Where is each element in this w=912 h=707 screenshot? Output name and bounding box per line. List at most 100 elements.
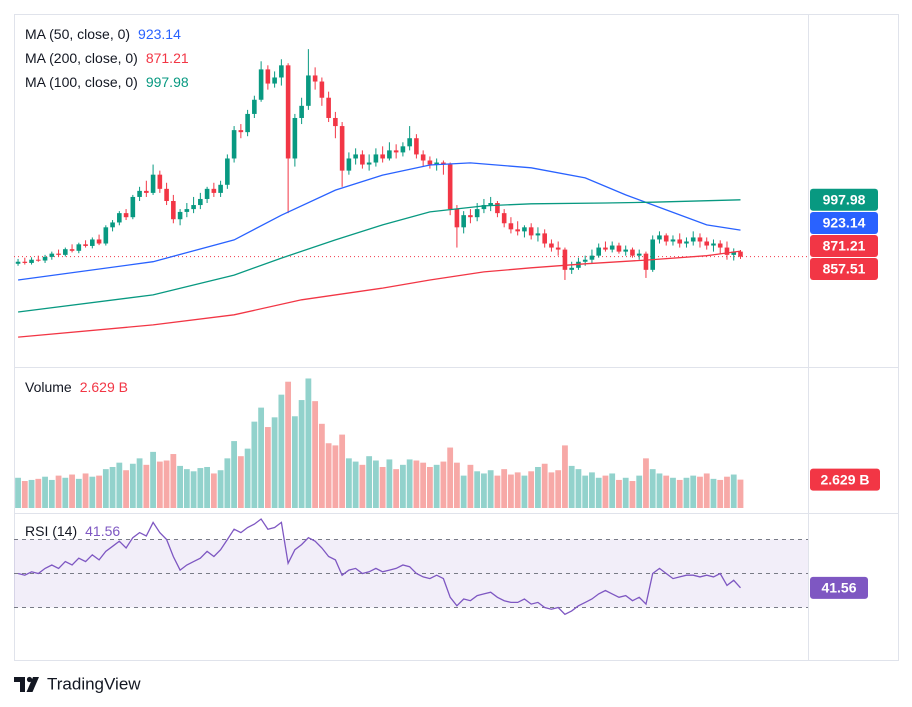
price-box-label: 857.51 [823, 261, 866, 277]
brand-logo [14, 676, 39, 692]
candle-body [90, 239, 95, 246]
volume-bar [237, 456, 244, 508]
volume-bar [48, 479, 55, 508]
volume-bar [379, 466, 386, 508]
candle-body [15, 261, 21, 264]
volume-bar [555, 470, 562, 508]
logo-shape [26, 677, 39, 692]
candle-body [42, 256, 48, 261]
volume-bar [406, 459, 413, 508]
volume-bar [42, 476, 48, 508]
legend-entry: MA (50, close, 0) 923.14 [25, 26, 181, 42]
candle-body [657, 235, 662, 240]
candle-body [650, 239, 656, 270]
volume-bar [156, 461, 163, 508]
volume-bar [629, 481, 636, 508]
volume-bar [251, 421, 258, 508]
volume-bar [15, 477, 21, 508]
volume-bar [278, 394, 285, 508]
volume-bar [568, 465, 575, 508]
candle-body [393, 150, 399, 153]
candle-body [414, 138, 419, 155]
legend-entry: MA (200, close, 0) 871.21 [25, 50, 189, 66]
volume-bar [697, 476, 703, 508]
ma-line [18, 199, 741, 313]
volume-bar [285, 381, 292, 508]
candle-body [238, 130, 244, 133]
candle-body [407, 138, 412, 147]
ma-line [18, 162, 741, 281]
volume-bar [717, 479, 724, 508]
volume-bar [197, 468, 204, 508]
candle-body [380, 154, 385, 159]
volume-bar [582, 475, 589, 508]
candle-body [218, 184, 223, 193]
volume-bar [487, 470, 494, 508]
candle-body [684, 241, 689, 244]
candle-body [522, 227, 527, 232]
candle-body [542, 233, 547, 244]
price-box [810, 188, 878, 211]
candle-body [353, 154, 358, 159]
candle-body [117, 213, 122, 223]
candle-body [63, 249, 68, 255]
candle-body [670, 239, 676, 242]
volume-bar [616, 479, 622, 508]
candle-body [252, 99, 257, 114]
price-box-label: 923.14 [823, 215, 866, 231]
candle-body [643, 253, 649, 270]
candle-body [420, 154, 426, 161]
candle-body [123, 213, 129, 218]
candle-body [225, 158, 230, 185]
volume-bar [305, 378, 312, 508]
candle-body [130, 196, 136, 218]
volume-bar [730, 474, 737, 508]
volume-bar [663, 475, 670, 508]
candle-body [272, 77, 277, 84]
candle-body [508, 223, 514, 230]
volume-bar [548, 472, 555, 508]
volume-bar [258, 407, 265, 508]
volume-bar [123, 470, 129, 508]
candle-body [103, 227, 109, 244]
legend-value: 2.629 B [80, 379, 128, 395]
candle-body [441, 162, 446, 165]
candle-body [387, 150, 392, 159]
volume-bar [312, 401, 319, 508]
candle-body [690, 237, 696, 242]
volume-bar [710, 478, 717, 508]
candle-body [339, 126, 345, 171]
candle-body [137, 190, 142, 197]
legend-value: 871.21 [146, 50, 189, 66]
volume-bar [683, 477, 690, 508]
candle-body [144, 190, 149, 193]
ma-line [18, 250, 741, 338]
candle-body [83, 244, 88, 246]
rsi-line [17, 518, 741, 616]
candle-body [535, 233, 541, 236]
legend-name: MA (200, close, 0) [25, 50, 138, 66]
volume-bar [143, 464, 150, 508]
volume-bar [420, 462, 427, 508]
candle-body [198, 198, 203, 206]
volume-bar [102, 469, 109, 508]
candle-body [306, 75, 311, 106]
price-box [810, 211, 878, 234]
volume-bar [69, 474, 75, 508]
candle-body [677, 239, 683, 244]
logo-shape [14, 677, 25, 692]
marks-layer [15, 49, 744, 616]
volume-bar [562, 445, 568, 508]
volume-bar [204, 466, 210, 508]
volume-bar [595, 477, 602, 508]
candle-body [738, 251, 743, 257]
volume-bar [21, 481, 28, 508]
candle-body [427, 160, 433, 165]
volume-bar [494, 475, 501, 508]
volume-bar [670, 477, 676, 508]
volume-bar [339, 434, 346, 508]
volume-bar [467, 464, 474, 508]
volume-bar [318, 423, 325, 508]
volume-bar [541, 463, 548, 508]
legend-name: Volume [25, 379, 72, 395]
